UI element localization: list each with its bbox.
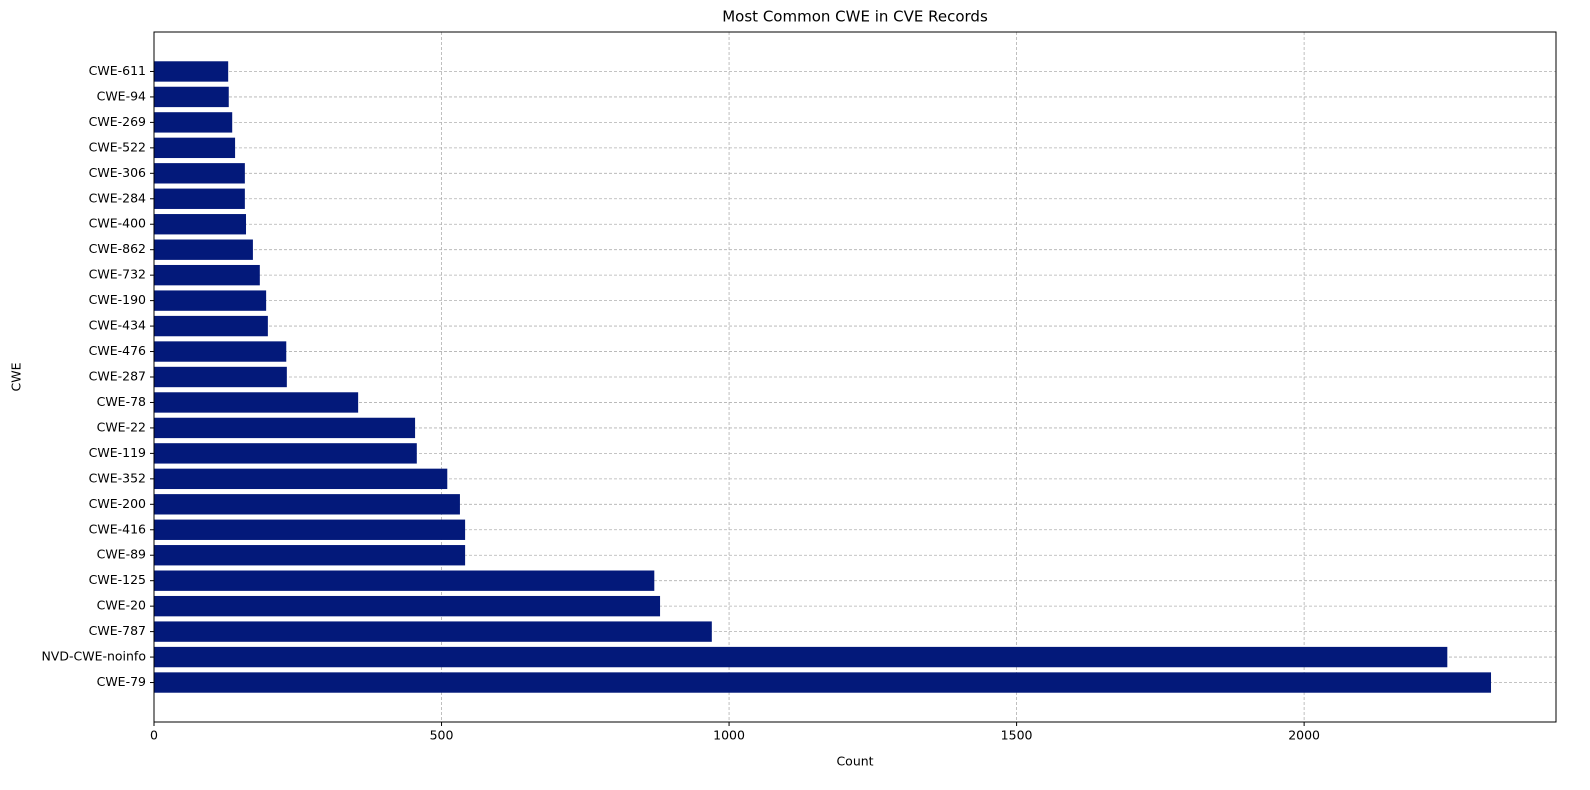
x-tick-label: 2000 xyxy=(1288,728,1320,743)
y-tick-label: CWE-22 xyxy=(97,419,146,434)
bar xyxy=(154,112,233,133)
bar xyxy=(154,188,245,209)
y-tick-label: CWE-200 xyxy=(89,496,146,511)
bar xyxy=(154,239,253,260)
y-tick-label: NVD-CWE-noinfo xyxy=(41,649,146,664)
bar xyxy=(154,621,712,642)
y-tick-label: CWE-400 xyxy=(89,216,146,231)
bar xyxy=(154,137,236,159)
bar xyxy=(154,545,466,566)
y-tick-label: CWE-732 xyxy=(89,267,146,282)
bar xyxy=(154,672,1492,693)
bar xyxy=(154,290,267,311)
bar xyxy=(154,417,416,439)
y-tick-label: CWE-611 xyxy=(89,63,146,78)
bar xyxy=(154,392,359,413)
y-tick-label: CWE-78 xyxy=(97,394,146,409)
y-tick-label: CWE-79 xyxy=(97,674,146,689)
y-tick-label: CWE-287 xyxy=(89,369,146,384)
bar xyxy=(154,595,661,617)
y-tick-label: CWE-125 xyxy=(89,572,146,587)
y-axis-label: CWE xyxy=(9,362,24,391)
y-tick-label: CWE-476 xyxy=(89,343,146,358)
bar xyxy=(154,646,1448,668)
bar xyxy=(154,264,260,286)
bar xyxy=(154,61,229,82)
y-tick-label: CWE-94 xyxy=(97,88,146,103)
bar xyxy=(154,214,247,235)
bar xyxy=(154,519,466,540)
bar xyxy=(154,468,448,490)
bar xyxy=(154,163,245,184)
bar xyxy=(154,570,655,591)
plot-frame xyxy=(153,31,1557,723)
y-tick-label: CWE-89 xyxy=(97,547,146,562)
y-tick-label: CWE-862 xyxy=(89,241,146,256)
x-tick-label: 1500 xyxy=(1001,728,1033,743)
chart-title: Most Common CWE in CVE Records xyxy=(722,8,988,26)
x-tick-label: 500 xyxy=(430,728,454,743)
bar xyxy=(154,86,229,108)
x-axis-label: Count xyxy=(836,754,873,769)
x-tick-label: 0 xyxy=(150,728,158,743)
x-tick-label: 1000 xyxy=(713,728,745,743)
y-tick-label: CWE-190 xyxy=(89,292,146,307)
y-tick-label: CWE-352 xyxy=(89,470,146,485)
y-tick-label: CWE-522 xyxy=(89,139,146,154)
y-tick-label: CWE-434 xyxy=(89,318,146,333)
y-tick-label: CWE-119 xyxy=(89,445,146,460)
y-tick-label: CWE-306 xyxy=(89,165,146,180)
y-tick-label: CWE-284 xyxy=(89,190,146,205)
y-tick-label: CWE-20 xyxy=(97,598,146,613)
bar xyxy=(154,494,460,515)
y-tick-label: CWE-787 xyxy=(89,623,146,638)
bar xyxy=(154,341,287,362)
bar xyxy=(154,443,417,464)
y-tick-label: CWE-416 xyxy=(89,521,146,536)
bar xyxy=(154,315,268,337)
y-tick-label: CWE-269 xyxy=(89,114,146,129)
bar xyxy=(154,366,287,388)
